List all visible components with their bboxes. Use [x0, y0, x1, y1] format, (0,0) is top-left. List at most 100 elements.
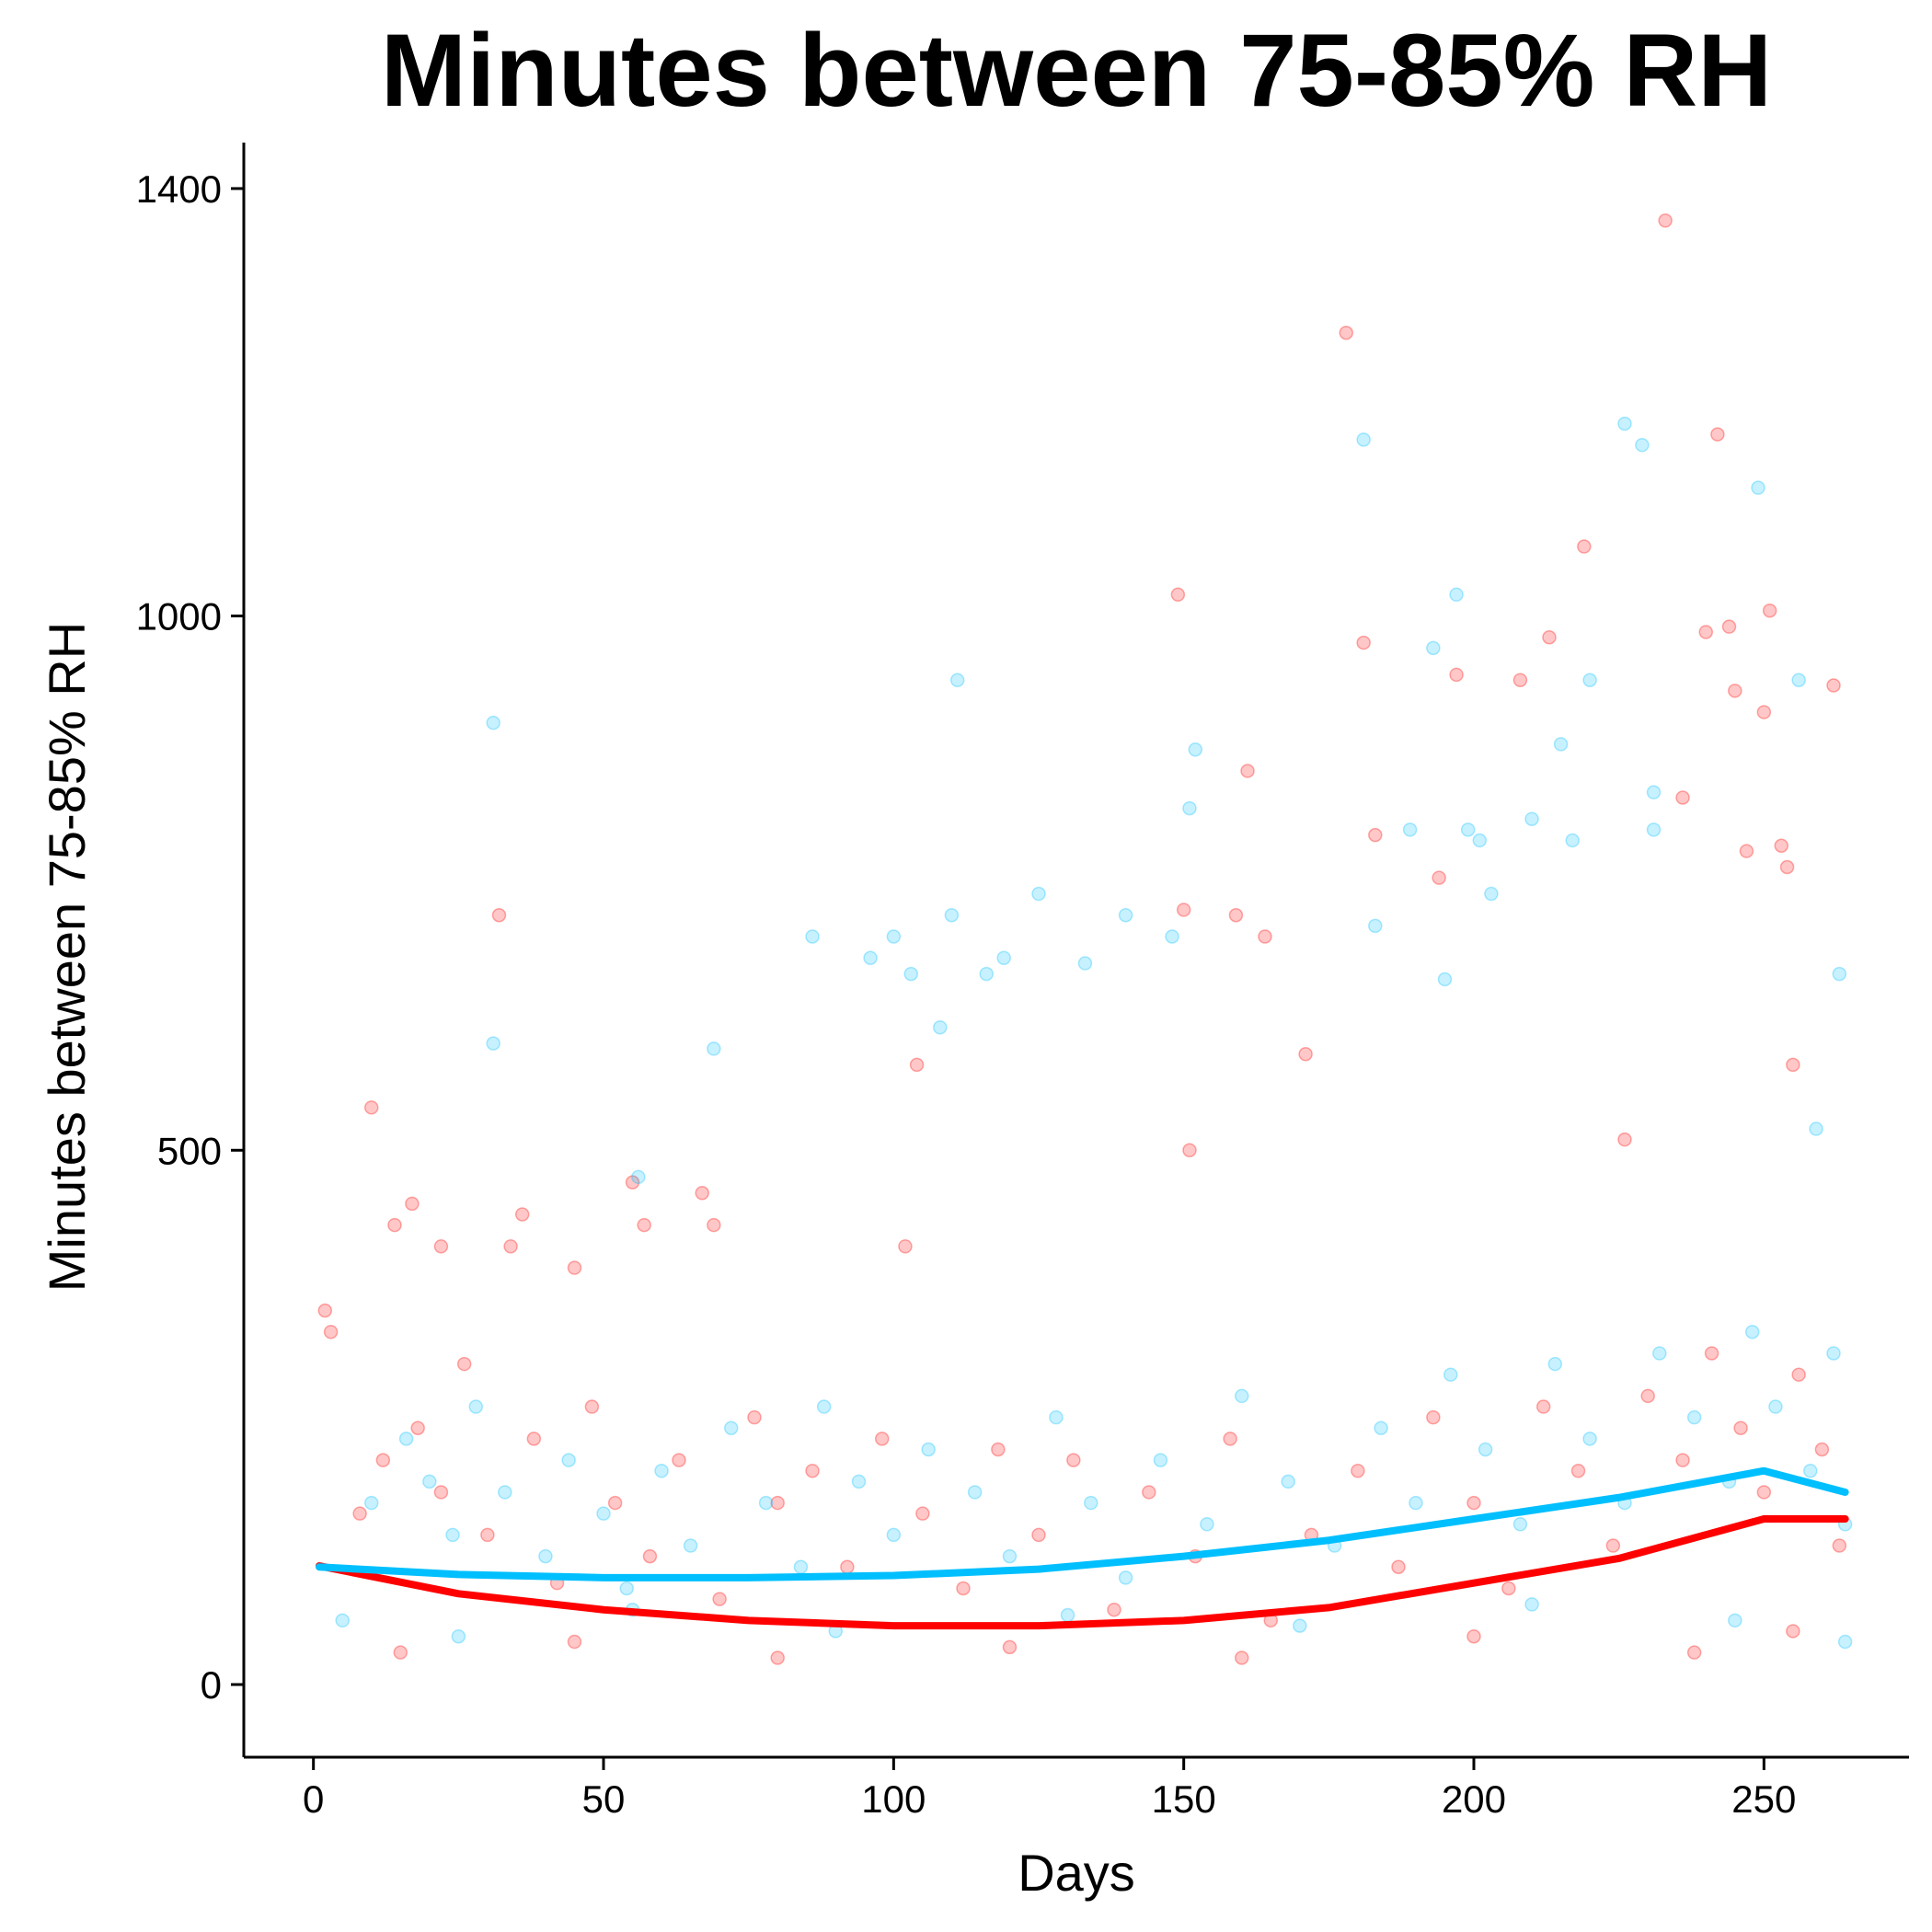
data-point: [335, 1613, 350, 1628]
data-point: [1182, 800, 1197, 816]
data-point: [1756, 1485, 1772, 1500]
data-point: [1293, 1618, 1307, 1633]
data-point: [1826, 1346, 1841, 1361]
data-point: [1710, 427, 1725, 442]
data-point: [317, 1303, 333, 1318]
data-point: [1698, 625, 1714, 639]
data-point: [1542, 630, 1557, 645]
data-point: [1466, 1629, 1481, 1644]
data-point: [1739, 844, 1754, 858]
data-point: [642, 1548, 658, 1564]
data-point: [874, 1432, 890, 1446]
data-point: [1617, 1132, 1632, 1147]
data-point: [1582, 1432, 1597, 1446]
data-point: [363, 1100, 379, 1115]
data-point: [1832, 1538, 1847, 1553]
data-point: [1535, 1399, 1551, 1414]
data-point: [1484, 886, 1499, 902]
data-point: [1426, 1409, 1441, 1425]
data-point: [898, 1239, 913, 1254]
data-point: [1524, 811, 1539, 826]
data-point: [1686, 1645, 1702, 1660]
data-point: [1577, 539, 1592, 554]
data-point: [915, 1506, 930, 1521]
data-point: [1281, 1474, 1295, 1489]
data-point: [1605, 1538, 1621, 1553]
data-point: [491, 908, 507, 923]
data-point: [1786, 1057, 1800, 1073]
data-point: [596, 1506, 611, 1521]
data-point: [363, 1495, 379, 1511]
data-point: [1031, 886, 1046, 902]
data-point: [1188, 742, 1203, 757]
data-point: [1234, 1650, 1249, 1665]
data-point: [1084, 1495, 1098, 1511]
data-point: [851, 1474, 867, 1489]
data-point: [903, 966, 919, 982]
data-point: [1617, 416, 1632, 431]
data-point: [1501, 1581, 1516, 1596]
data-point: [561, 1453, 576, 1467]
data-point: [1658, 213, 1673, 228]
x-tick-label: 200: [1442, 1777, 1506, 1821]
data-point: [933, 1019, 948, 1035]
data-point: [526, 1432, 542, 1446]
data-point: [1077, 956, 1093, 971]
data-point: [410, 1420, 425, 1436]
data-point: [433, 1239, 449, 1254]
data-point: [816, 1399, 832, 1414]
data-point: [1426, 640, 1441, 656]
data-point: [1118, 1570, 1133, 1585]
data-point: [538, 1548, 553, 1564]
y-tick-label: 0: [201, 1663, 222, 1707]
data-point: [1553, 737, 1569, 752]
data-point: [1646, 785, 1662, 799]
data-point: [1460, 822, 1476, 837]
data-point: [1728, 684, 1742, 698]
data-point: [1791, 673, 1806, 687]
data-point: [724, 1420, 739, 1436]
data-point: [433, 1485, 449, 1500]
data-point: [1298, 1046, 1313, 1062]
data-point: [672, 1453, 686, 1467]
data-point: [1640, 1388, 1655, 1404]
series-points-0: [317, 213, 1847, 1665]
y-axis-ticks: 0 500 1000 1400: [136, 167, 244, 1707]
data-point: [793, 1559, 809, 1575]
data-point: [1582, 673, 1597, 687]
data-point: [1449, 587, 1464, 603]
data-point: [1409, 1495, 1423, 1511]
data-point: [1258, 929, 1272, 944]
data-point: [1832, 966, 1847, 982]
x-tick-label: 150: [1152, 1777, 1216, 1821]
data-point: [1652, 1346, 1667, 1361]
data-point: [1339, 325, 1354, 340]
data-point: [1368, 827, 1383, 843]
data-point: [967, 1485, 983, 1500]
data-point: [1635, 437, 1650, 453]
data-point: [770, 1650, 785, 1665]
trend-layer: [315, 1466, 1849, 1630]
data-point: [637, 1217, 651, 1233]
data-point: [921, 1442, 936, 1457]
data-point: [747, 1409, 762, 1425]
data-point: [805, 929, 820, 944]
data-point: [654, 1463, 669, 1478]
data-point: [956, 1581, 971, 1596]
data-point: [1512, 673, 1528, 687]
data-point: [323, 1324, 339, 1340]
data-point: [1240, 764, 1255, 778]
data-point: [1170, 587, 1186, 603]
data-point: [405, 1196, 420, 1212]
x-tick-label: 0: [303, 1777, 324, 1821]
data-point: [1466, 1495, 1481, 1511]
data-point: [1646, 822, 1662, 837]
data-point: [1512, 1517, 1528, 1532]
data-point: [1402, 822, 1418, 837]
data-point: [979, 966, 994, 982]
data-point: [1809, 1121, 1823, 1136]
data-point: [695, 1185, 709, 1201]
data-point: [387, 1217, 402, 1233]
data-point: [631, 1169, 646, 1185]
